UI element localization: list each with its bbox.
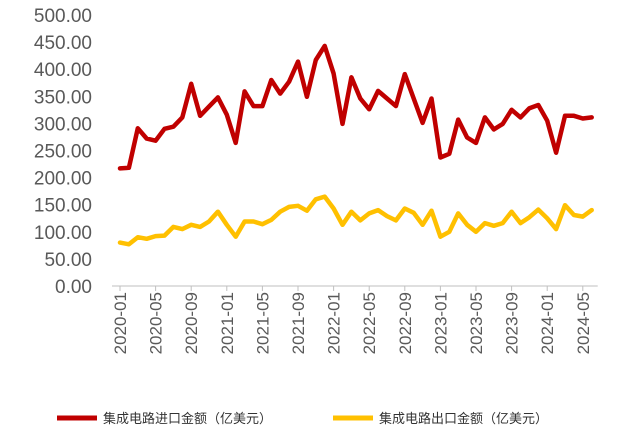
y-tick-label: 50.00 — [44, 250, 92, 271]
series-line-import — [117, 43, 594, 171]
y-tick-label: 300.00 — [34, 114, 92, 135]
x-tick-label: 2020-09 — [182, 292, 201, 354]
x-axis: 2020-01 2020-05 2020-09 2021-01 2021-05 2021-… — [111, 285, 598, 354]
y-tick-label: 0.00 — [55, 277, 92, 298]
legend-label-import: 集成电路进口金额（亿美元） — [103, 411, 272, 426]
y-tick-label: 100.00 — [34, 223, 92, 244]
x-tick-label: 2021-09 — [289, 292, 308, 354]
x-tick-label: 2022-09 — [396, 292, 415, 354]
y-tick-label: 400.00 — [34, 60, 92, 81]
x-tick-label: 2024-05 — [574, 292, 593, 354]
y-tick-label: 250.00 — [34, 142, 92, 163]
x-tick-label: 2023-09 — [503, 292, 522, 354]
y-tick-label: 200.00 — [34, 169, 92, 190]
y-axis: 0.00 50.00 100.00 150.00 200.00 250.00 300.00 3… — [34, 6, 92, 298]
x-tick-label: 2020-01 — [111, 292, 130, 354]
x-tick-label: 2020-05 — [147, 292, 166, 354]
x-tick-label: 2022-05 — [360, 292, 379, 354]
y-tick-label: 500.00 — [34, 6, 92, 27]
y-tick-label: 150.00 — [34, 196, 92, 217]
x-tick-label: 2023-05 — [467, 292, 486, 354]
x-tick-label: 2023-01 — [431, 292, 450, 354]
x-tick-label: 2021-05 — [253, 292, 272, 354]
legend: 集成电路进口金额（亿美元） 集成电路出口金额（亿美元） — [57, 411, 548, 426]
x-tick-label: 2021-01 — [218, 292, 237, 354]
y-tick-label: 350.00 — [34, 87, 92, 108]
y-tick-label: 450.00 — [34, 33, 92, 54]
series-lines — [117, 43, 594, 247]
series-line-export — [117, 194, 594, 247]
x-tick-label: 2022-01 — [325, 292, 344, 354]
x-tick-label: 2024-01 — [538, 292, 557, 354]
legend-label-export: 集成电路出口金额（亿美元） — [379, 411, 548, 426]
